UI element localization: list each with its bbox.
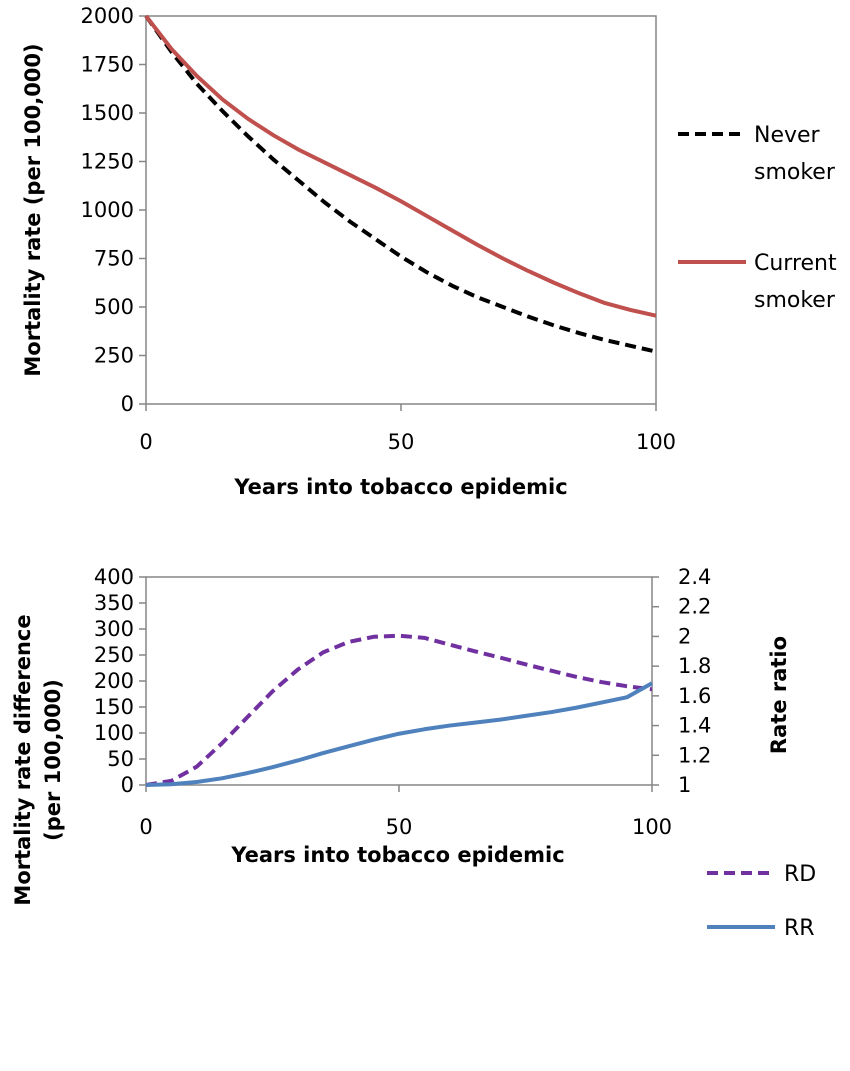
- series-line-rr: [145, 681, 653, 787]
- y-tick-label: 250: [94, 643, 134, 667]
- x-tick-label: 100: [632, 815, 672, 839]
- y-tick-label: 1750: [81, 53, 134, 77]
- y-tick-label: 350: [94, 591, 134, 615]
- y-tick-label: 500: [94, 295, 134, 319]
- x-axis-title: Years into tobacco epidemic: [233, 475, 567, 499]
- y-tick-label: 300: [94, 617, 134, 641]
- y-tick-label: 200: [94, 669, 134, 693]
- y-axis-title-line2: (per 100,000): [41, 679, 65, 841]
- y2-tick-label: 1.4: [678, 714, 711, 738]
- legend-label: smoker: [754, 288, 836, 313]
- y2-tick-label: 2.2: [678, 595, 711, 619]
- x-tick-label: 50: [386, 815, 413, 839]
- y2-tick-label: 2: [678, 624, 691, 648]
- series-line-rd: [145, 633, 653, 787]
- y-tick-label: 0: [121, 392, 134, 416]
- series-line-never-smoker: [144, 14, 657, 354]
- plot-area-frame: [145, 576, 653, 786]
- y-tick-label: 250: [94, 344, 134, 368]
- chart-mortality-rate: 0 250 500 750 1000 1250 1500 1750 2000 0 50 100 Year…: [21, 4, 837, 499]
- x-tick-label: 50: [388, 430, 415, 454]
- series-line-current-smoker: [144, 14, 657, 318]
- y-tick-label: 750: [94, 247, 134, 271]
- y-tick-label: 400: [94, 565, 134, 589]
- y-axis-title: Mortality rate (per 100,000): [21, 43, 45, 376]
- y2-tick-label: 1.8: [678, 654, 711, 678]
- y-tick-label: 1000: [81, 198, 134, 222]
- y2-tick-label: 1: [678, 773, 691, 797]
- x-axis-title: Years into tobacco epidemic: [230, 843, 564, 867]
- y-tick-label: 1250: [81, 150, 134, 174]
- y2-tick-label: 2.4: [678, 565, 711, 589]
- y-tick-label: 50: [107, 747, 134, 771]
- legend-label: RR: [784, 916, 815, 941]
- y-tick-label: 2000: [81, 4, 134, 28]
- chart-rate-difference-ratio: 05010015020025030035040011.21.41.61.822.…: [11, 565, 816, 941]
- y-tick-label: 1500: [81, 101, 134, 125]
- plot-area-frame: [145, 15, 657, 405]
- x-tick-label: 0: [139, 430, 152, 454]
- x-tick-label: 0: [139, 815, 152, 839]
- y-tick-label: 150: [94, 695, 134, 719]
- x-tick-label: 100: [636, 430, 676, 454]
- y2-tick-label: 1.2: [678, 743, 711, 767]
- y-tick-label: 0: [121, 773, 134, 797]
- y-axis-title-line1: Mortality rate difference: [11, 614, 35, 905]
- y2-tick-label: 1.6: [678, 684, 711, 708]
- y2-axis-title: Rate ratio: [767, 636, 791, 754]
- legend-label: Never: [754, 123, 821, 148]
- y-tick-label: 100: [94, 721, 134, 745]
- legend-label: RD: [784, 862, 816, 887]
- legend-label: Current: [754, 251, 837, 276]
- legend-label: smoker: [754, 160, 836, 185]
